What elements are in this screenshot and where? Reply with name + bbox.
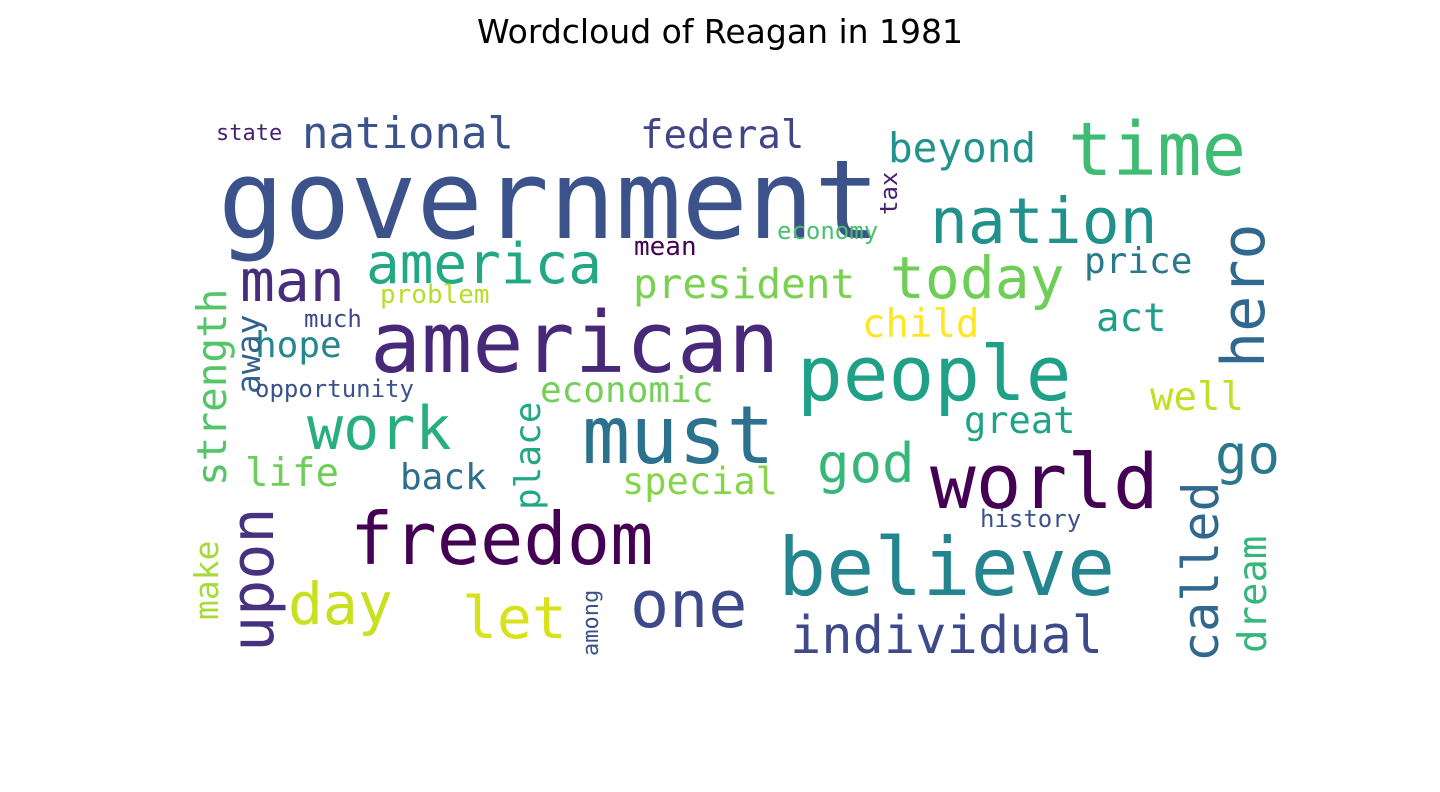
chart-title: Wordcloud of Reagan in 1981 <box>476 12 964 51</box>
word-away: away <box>229 315 268 394</box>
word-america: america <box>366 232 602 297</box>
word-president: president <box>633 260 855 308</box>
word-go: go <box>1215 423 1280 486</box>
word-individual: individual <box>790 606 1103 666</box>
word-problem: problem <box>380 280 490 310</box>
word-let: let <box>462 584 567 652</box>
word-hope: hope <box>255 325 342 366</box>
word-american: american <box>370 294 779 393</box>
word-back: back <box>400 457 487 498</box>
word-day: day <box>288 570 393 638</box>
word-among: among <box>579 590 604 656</box>
word-people: people <box>797 329 1072 418</box>
word-freedom: freedom <box>350 497 653 581</box>
word-act: act <box>1096 296 1166 341</box>
word-government: government <box>218 136 880 264</box>
word-economic: economic <box>540 370 713 411</box>
word-upon: upon <box>218 508 288 653</box>
word-great: great <box>964 399 1075 442</box>
word-opportunity: opportunity <box>255 375 414 403</box>
word-called: called <box>1172 481 1230 662</box>
word-mean: mean <box>634 232 697 262</box>
word-hero: hero <box>1209 224 1279 369</box>
word-make: make <box>187 541 226 620</box>
word-state: state <box>216 121 282 146</box>
word-price: price <box>1084 241 1192 282</box>
word-strength: strength <box>188 289 236 486</box>
word-god: god <box>817 432 915 495</box>
word-economy: economy <box>777 217 878 245</box>
word-man: man <box>240 247 345 315</box>
word-history: history <box>980 505 1081 533</box>
word-time: time <box>1068 107 1246 193</box>
word-national: national <box>302 108 514 159</box>
word-place: place <box>508 402 549 510</box>
word-federal: federal <box>640 113 804 158</box>
word-today: today <box>890 244 1065 312</box>
word-child: child <box>862 302 979 347</box>
word-world: world <box>930 437 1159 526</box>
word-believe: believe <box>778 521 1115 614</box>
word-life: life <box>245 451 339 496</box>
word-work: work <box>307 394 452 464</box>
word-much: much <box>304 305 362 333</box>
word-dream: dream <box>1231 536 1276 653</box>
word-must: must <box>582 389 775 482</box>
word-one: one <box>630 568 747 643</box>
word-nation: nation <box>930 185 1158 258</box>
word-tax: tax <box>875 172 903 215</box>
word-beyond: beyond <box>888 124 1036 172</box>
word-special: special <box>622 460 778 503</box>
word-well: well <box>1150 375 1244 420</box>
